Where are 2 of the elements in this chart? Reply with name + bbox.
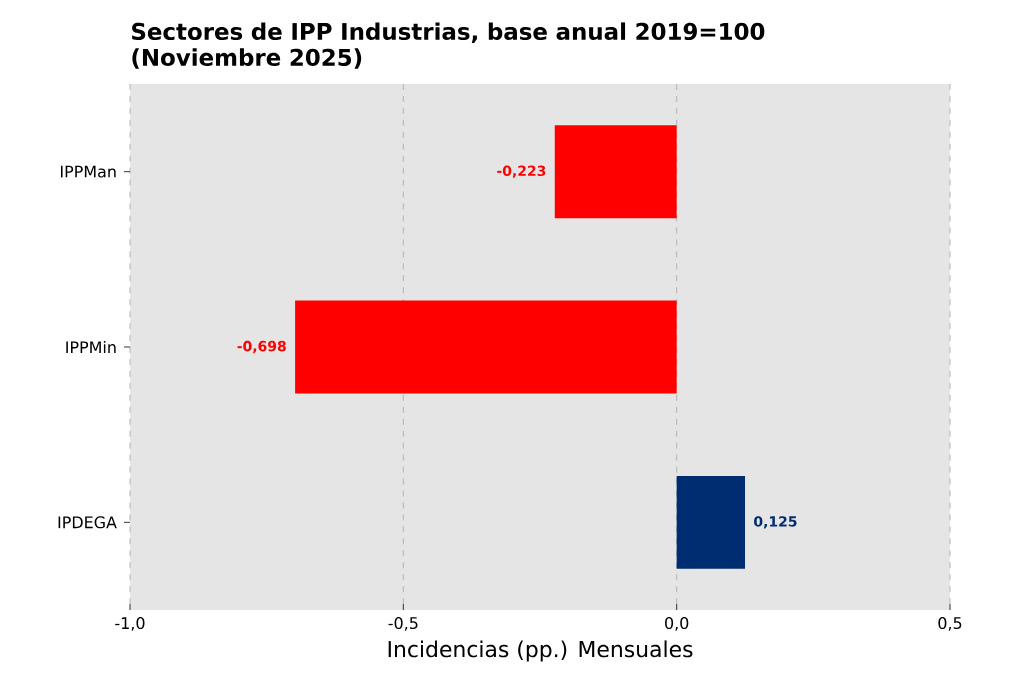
x-axis-title: Incidencias (pp.) Mensuales (388, 640, 693, 662)
chart-title: Sectores de IPP Industrias, base anual 2019=100 (Noviembre 2025) (132, 22, 765, 69)
